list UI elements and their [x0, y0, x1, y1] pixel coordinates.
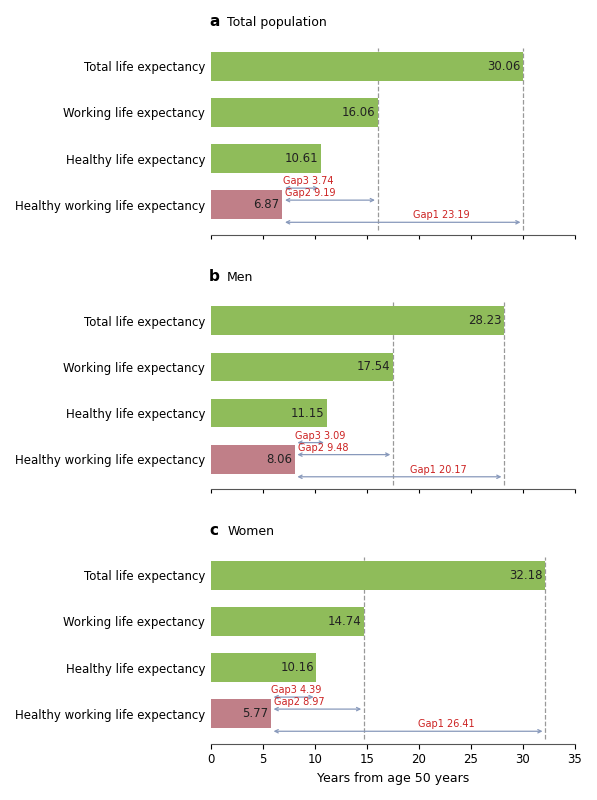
Bar	[211, 398, 327, 427]
Text: c: c	[209, 523, 218, 538]
Text: Gap2 9.48: Gap2 9.48	[298, 442, 348, 453]
Bar	[211, 306, 504, 335]
Bar	[211, 190, 282, 219]
Text: 28.23: 28.23	[468, 314, 501, 327]
Text: 10.16: 10.16	[280, 661, 314, 674]
Text: 11.15: 11.15	[291, 406, 324, 419]
Text: Gap2 8.97: Gap2 8.97	[274, 698, 325, 707]
Text: 14.74: 14.74	[328, 615, 361, 628]
Bar	[211, 654, 316, 682]
Text: Total population: Total population	[227, 16, 327, 30]
Bar	[211, 144, 321, 173]
Text: Gap3 4.39: Gap3 4.39	[271, 686, 322, 695]
Text: 17.54: 17.54	[357, 361, 390, 374]
Text: 30.06: 30.06	[487, 60, 521, 73]
Bar	[211, 607, 364, 636]
Text: Gap1 20.17: Gap1 20.17	[410, 465, 467, 475]
Text: 10.61: 10.61	[285, 152, 318, 165]
Text: Gap3 3.74: Gap3 3.74	[283, 176, 333, 186]
Text: Men: Men	[227, 270, 254, 284]
Text: 16.06: 16.06	[341, 106, 375, 119]
Text: Gap1 26.41: Gap1 26.41	[418, 719, 475, 730]
Text: Gap3 3.09: Gap3 3.09	[295, 430, 346, 441]
Text: Gap1 23.19: Gap1 23.19	[413, 210, 470, 221]
X-axis label: Years from age 50 years: Years from age 50 years	[316, 772, 469, 785]
Bar	[211, 98, 378, 126]
Text: b: b	[209, 269, 220, 284]
Text: 32.18: 32.18	[509, 569, 543, 582]
Bar	[211, 52, 524, 81]
Text: 5.77: 5.77	[242, 707, 268, 720]
Bar	[211, 353, 393, 382]
Text: 8.06: 8.06	[266, 453, 292, 466]
Text: Women: Women	[227, 526, 274, 538]
Bar	[211, 699, 271, 728]
Bar	[211, 561, 545, 590]
Bar	[211, 445, 294, 474]
Text: 6.87: 6.87	[254, 198, 279, 211]
Text: a: a	[209, 14, 219, 30]
Text: Gap2 9.19: Gap2 9.19	[285, 188, 336, 198]
